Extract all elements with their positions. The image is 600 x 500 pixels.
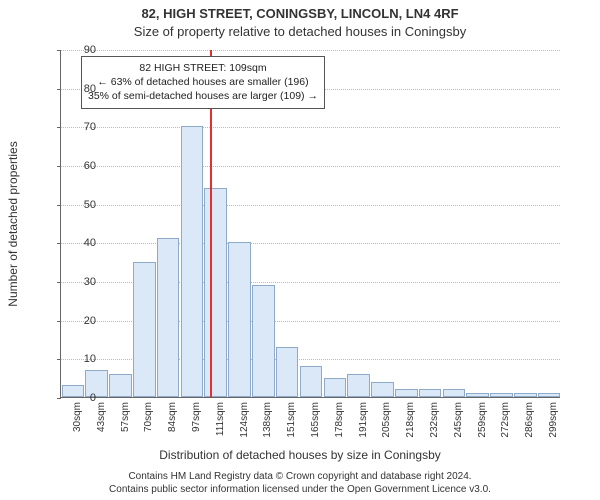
xtick-label: 138sqm [262, 402, 273, 446]
xtick-label: 97sqm [191, 402, 202, 446]
annotation-line-2: ← 63% of detached houses are smaller (19… [88, 75, 318, 89]
histogram-bar [371, 382, 394, 397]
xtick-label: 165sqm [310, 402, 321, 446]
histogram-bar [204, 188, 227, 397]
x-axis-label: Distribution of detached houses by size … [0, 448, 600, 462]
histogram-bar [443, 389, 466, 397]
footer-line-1: Contains HM Land Registry data © Crown c… [0, 470, 600, 483]
histogram-bar [466, 393, 489, 397]
xtick-label: 70sqm [143, 402, 154, 446]
footer: Contains HM Land Registry data © Crown c… [0, 470, 600, 496]
y-axis-label: Number of detached properties [6, 141, 20, 306]
histogram-bar [395, 389, 418, 397]
xtick-label: 84sqm [167, 402, 178, 446]
page-subtitle: Size of property relative to detached ho… [0, 24, 600, 39]
xtick-label: 43sqm [96, 402, 107, 446]
xtick-label: 191sqm [358, 402, 369, 446]
histogram-bar [181, 126, 204, 397]
ytick-label: 90 [56, 44, 96, 56]
footer-line-2: Contains public sector information licen… [0, 483, 600, 496]
ytick-label: 50 [56, 199, 96, 211]
page-title: 82, HIGH STREET, CONINGSBY, LINCOLN, LN4… [0, 6, 600, 21]
ytick-label: 80 [56, 83, 96, 95]
histogram-bar [109, 374, 132, 397]
ytick-label: 60 [56, 160, 96, 172]
xtick-label: 259sqm [477, 402, 488, 446]
ytick-label: 70 [56, 121, 96, 133]
gridline [61, 127, 560, 128]
histogram-bar [252, 285, 275, 397]
histogram-bar [490, 393, 513, 397]
xtick-label: 218sqm [405, 402, 416, 446]
ytick-label: 10 [56, 353, 96, 365]
xtick-label: 57sqm [120, 402, 131, 446]
xtick-label: 272sqm [500, 402, 511, 446]
histogram-bar [347, 374, 370, 397]
ytick-label: 40 [56, 237, 96, 249]
xtick-label: 30sqm [72, 402, 83, 446]
chart-area: 82 HIGH STREET: 109sqm ← 63% of detached… [60, 50, 560, 398]
histogram-bar [514, 393, 537, 397]
annotation-line-3: 35% of semi-detached houses are larger (… [88, 89, 318, 103]
histogram-bar [419, 389, 442, 397]
histogram-bar [157, 238, 180, 397]
histogram-bar [324, 378, 347, 397]
gridline [61, 166, 560, 167]
ytick-label: 20 [56, 315, 96, 327]
histogram-bar [276, 347, 299, 397]
xtick-label: 111sqm [215, 402, 226, 446]
histogram-bar [133, 262, 156, 397]
xtick-label: 232sqm [429, 402, 440, 446]
annotation-box: 82 HIGH STREET: 109sqm ← 63% of detached… [81, 56, 325, 109]
xtick-label: 151sqm [286, 402, 297, 446]
gridline [61, 50, 560, 51]
histogram-bar [228, 242, 251, 397]
xtick-label: 299sqm [548, 402, 559, 446]
xtick-label: 286sqm [524, 402, 535, 446]
histogram-bar [300, 366, 323, 397]
ytick-label: 30 [56, 276, 96, 288]
gridline [61, 205, 560, 206]
annotation-line-1: 82 HIGH STREET: 109sqm [88, 61, 318, 75]
xtick-label: 245sqm [453, 402, 464, 446]
gridline [61, 243, 560, 244]
xtick-label: 205sqm [381, 402, 392, 446]
histogram-bar [538, 393, 561, 397]
xtick-label: 178sqm [334, 402, 345, 446]
xtick-label: 124sqm [239, 402, 250, 446]
